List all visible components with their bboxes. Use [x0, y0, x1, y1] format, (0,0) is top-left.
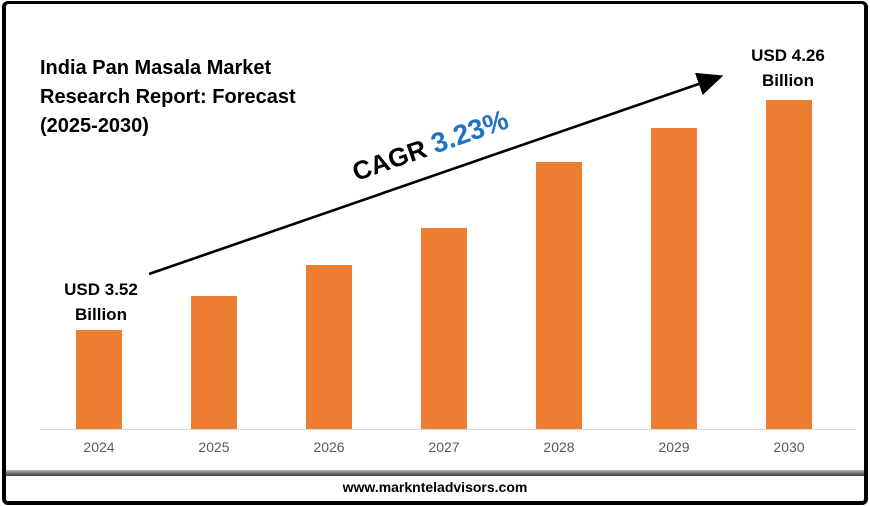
x-tick-2024: 2024: [83, 439, 115, 455]
footer: www.marknteladvisors.com: [0, 476, 870, 500]
chart-title: India Pan Masala Market Research Report:…: [40, 57, 296, 137]
footer-divider: [3, 470, 867, 476]
x-axis-line: [40, 429, 856, 430]
x-tick-2026: 2026: [313, 439, 345, 455]
bar-2024: [76, 330, 122, 429]
data-label-2030: USD 4.26 Billion: [751, 46, 825, 90]
data-label-2024: USD 3.52 Billion: [64, 280, 138, 324]
x-tick-2029: 2029: [658, 439, 690, 455]
trend-arrow-line: [148, 72, 724, 276]
bar-2030: [766, 100, 812, 429]
x-tick-2025: 2025: [198, 439, 230, 455]
bar-2027: [421, 228, 467, 429]
x-tick-2028: 2028: [543, 439, 575, 455]
bar-2026: [306, 265, 352, 429]
footer-url: www.marknteladvisors.com: [342, 479, 528, 495]
bar-2029: [651, 128, 697, 429]
x-tick-2027: 2027: [428, 439, 460, 455]
bar-2028: [536, 162, 582, 429]
x-tick-2030: 2030: [773, 439, 805, 455]
bar-2025: [191, 296, 237, 429]
